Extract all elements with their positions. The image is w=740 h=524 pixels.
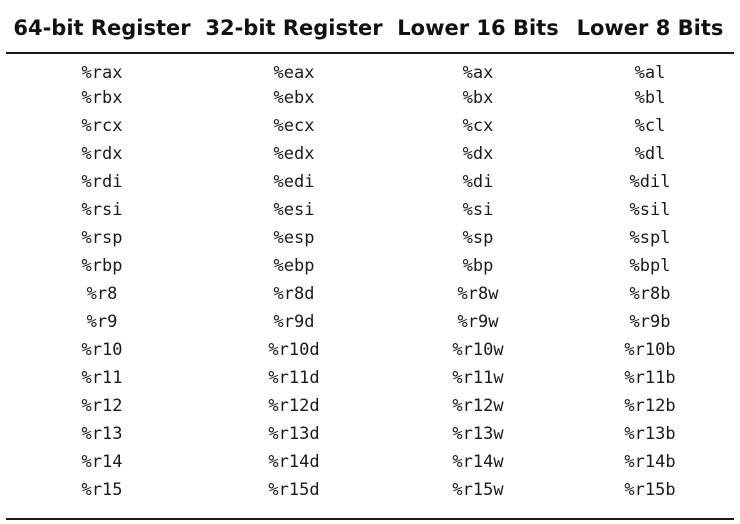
header-lower-8-bits: Lower 8 Bits: [566, 10, 734, 54]
table-row: %r9 %r9d %r9w %r9b: [6, 308, 734, 336]
cell-64-bit: %rcx: [81, 116, 123, 136]
table-row: %r12 %r12d %r12w %r12b: [6, 392, 734, 420]
cell-32-bit: %ebx: [273, 88, 315, 108]
cell-32-bit: %r12d: [268, 396, 320, 416]
cell-32-bit: %r8d: [273, 284, 315, 304]
cell-64-bit: %rsp: [81, 228, 123, 248]
header-32-bit-register: 32-bit Register: [198, 10, 390, 54]
table-row: %r11 %r11d %r11w %r11b: [6, 364, 734, 392]
table-bottom-rule: [6, 518, 734, 520]
cell-64-bit: %r12: [81, 396, 123, 416]
cell-16-bit: %si: [462, 200, 494, 220]
cell-8-bit: %dl: [634, 144, 666, 164]
cell-64-bit: %r14: [81, 452, 123, 472]
table-row: %r15 %r15d %r15w %r15b: [6, 476, 734, 504]
cell-16-bit: %r11w: [452, 368, 504, 388]
cell-32-bit: %r10d: [268, 340, 320, 360]
cell-8-bit: %r12b: [624, 396, 676, 416]
cell-8-bit: %cl: [634, 116, 666, 136]
cell-32-bit: %esp: [273, 228, 315, 248]
cell-8-bit: %spl: [629, 228, 671, 248]
cell-64-bit: %rdx: [81, 144, 123, 164]
header-lower-16-bits: Lower 16 Bits: [390, 10, 566, 54]
cell-64-bit: %r8: [86, 284, 118, 304]
cell-32-bit: %r13d: [268, 424, 320, 444]
table-row: %rsp %esp %sp %spl: [6, 224, 734, 252]
table-header: 64-bit Register 32-bit Register Lower 16…: [6, 10, 734, 54]
cell-64-bit: %rsi: [81, 200, 123, 220]
table-row: %rbx %ebx %bx %bl: [6, 84, 734, 112]
cell-8-bit: %bpl: [629, 256, 671, 276]
table-row: %rdi %edi %di %dil: [6, 168, 734, 196]
cell-16-bit: %ax: [462, 63, 494, 83]
cell-8-bit: %r11b: [624, 368, 676, 388]
header-64-bit-register: 64-bit Register: [6, 10, 198, 54]
cell-8-bit: %r9b: [629, 312, 671, 332]
cell-8-bit: %r8b: [629, 284, 671, 304]
cell-64-bit: %rbp: [81, 256, 123, 276]
cell-16-bit: %r9w: [457, 312, 499, 332]
cell-64-bit: %rbx: [81, 88, 123, 108]
cell-16-bit: %bx: [462, 88, 494, 108]
cell-8-bit: %al: [634, 63, 666, 83]
cell-64-bit: %r10: [81, 340, 123, 360]
cell-32-bit: %r9d: [273, 312, 315, 332]
cell-32-bit: %r15d: [268, 480, 320, 500]
cell-16-bit: %r8w: [457, 284, 499, 304]
cell-16-bit: %r12w: [452, 396, 504, 416]
cell-8-bit: %r13b: [624, 424, 676, 444]
cell-8-bit: %r10b: [624, 340, 676, 360]
cell-8-bit: %bl: [634, 88, 666, 108]
table-body: %rax %eax %ax %al %rbx %ebx %bx %bl %rcx %ecx %cx%…: [6, 53, 734, 504]
cell-32-bit: %eax: [273, 63, 315, 83]
cell-32-bit: %edi: [273, 172, 315, 192]
cell-8-bit: %r14b: [624, 452, 676, 472]
cell-16-bit: %r14w: [452, 452, 504, 472]
cell-16-bit: %di: [462, 172, 494, 192]
cell-16-bit: %dx: [462, 144, 494, 164]
cell-32-bit: %edx: [273, 144, 315, 164]
cell-32-bit: %esi: [273, 200, 315, 220]
cell-32-bit: %r11d: [268, 368, 320, 388]
cell-64-bit: %r15: [81, 480, 123, 500]
cell-16-bit: %r15w: [452, 480, 504, 500]
table-row: %rsi %esi %si %sil: [6, 196, 734, 224]
cell-64-bit: %rax: [81, 63, 123, 83]
cell-64-bit: %rdi: [81, 172, 123, 192]
cell-8-bit: %dil: [629, 172, 671, 192]
cell-64-bit: %r11: [81, 368, 123, 388]
table-row: %rbp %ebp %bp %bpl: [6, 252, 734, 280]
cell-64-bit: %r9: [86, 312, 118, 332]
table-row: %r10 %r10d %r10w %r10b: [6, 336, 734, 364]
cell-16-bit: %r13w: [452, 424, 504, 444]
cell-64-bit: %r13: [81, 424, 123, 444]
cell-8-bit: %sil: [629, 200, 671, 220]
table-row: %r8 %r8d %r8w %r8b: [6, 280, 734, 308]
cell-32-bit: %ecx: [273, 116, 315, 136]
table-row: %rdx %edx %dx %dl: [6, 140, 734, 168]
cell-16-bit: %sp: [462, 228, 494, 248]
cell-8-bit: %r15b: [624, 480, 676, 500]
table-row: %r13 %r13d %r13w %r13b: [6, 420, 734, 448]
cell-16-bit: %r10w: [452, 340, 504, 360]
cell-16-bit: %cx: [462, 116, 494, 136]
cell-16-bit: %bp: [462, 256, 494, 276]
table-row: %rax %eax %ax %al: [6, 53, 734, 84]
register-table: 64-bit Register 32-bit Register Lower 16…: [6, 10, 734, 504]
cell-32-bit: %ebp: [273, 256, 315, 276]
header-row: 64-bit Register 32-bit Register Lower 16…: [6, 10, 734, 54]
table-row: %r14 %r14d %r14w %r14b: [6, 448, 734, 476]
cell-32-bit: %r14d: [268, 452, 320, 472]
table-row: %rcx %ecx %cx %cl: [6, 112, 734, 140]
